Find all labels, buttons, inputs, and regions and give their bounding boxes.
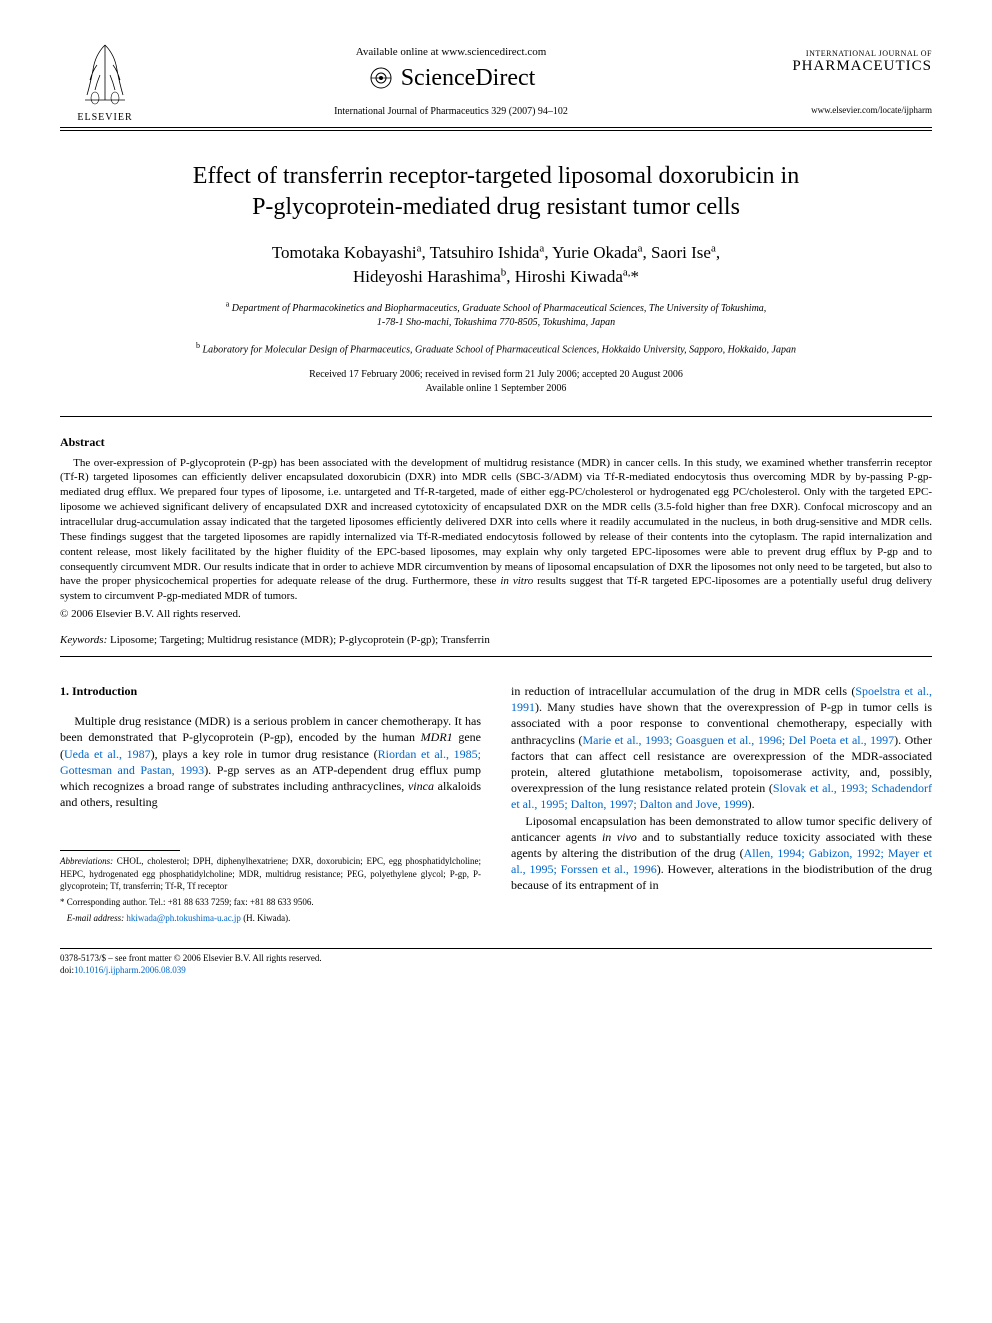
sciencedirect-text: ScienceDirect: [401, 65, 536, 92]
journal-logo-block: INTERNATIONAL JOURNAL OF PHARMACEUTICS w…: [752, 49, 932, 115]
rule-before-abstract: [60, 416, 932, 417]
intro-para-1-cont: in reduction of intracellular accumulati…: [511, 683, 932, 813]
keywords-label: Keywords:: [60, 634, 107, 646]
header-row: ELSEVIER Available online at www.science…: [60, 40, 932, 123]
dates-line-1: Received 17 February 2006; received in r…: [309, 369, 683, 380]
keywords-line: Keywords: Liposome; Targeting; Multidrug…: [60, 634, 932, 646]
journal-citation: International Journal of Pharmaceutics 3…: [150, 106, 752, 117]
doi-label: doi:: [60, 965, 74, 975]
dates-line-2: Available online 1 September 2006: [426, 383, 567, 394]
footnote-abbrev: Abbreviations: CHOL, cholesterol; DPH, d…: [60, 855, 481, 891]
doi-link[interactable]: 10.1016/j.ijpharm.2006.08.039: [74, 965, 186, 975]
affiliation-b: b Laboratory for Molecular Design of Pha…: [60, 340, 932, 357]
copyright-line: © 2006 Elsevier B.V. All rights reserved…: [60, 608, 932, 620]
abbrev-text: CHOL, cholesterol; DPH, diphenylhexatrie…: [60, 856, 481, 890]
column-left: 1. Introduction Multiple drug resistance…: [60, 683, 481, 924]
rule-top: [60, 127, 932, 128]
center-header: Available online at www.sciencedirect.co…: [150, 46, 752, 117]
rule-after-keywords: [60, 656, 932, 657]
footnote-corresponding: * Corresponding author. Tel.: +81 88 633…: [60, 896, 481, 908]
article-dates: Received 17 February 2006; received in r…: [60, 368, 932, 396]
footnote-rule: [60, 850, 180, 851]
rule-bottom: [60, 948, 932, 949]
issn-line: 0378-5173/$ – see front matter © 2006 El…: [60, 953, 322, 963]
intro-para-2: Liposomal encapsulation has been demonst…: [511, 813, 932, 894]
elsevier-tree-icon: [75, 40, 135, 110]
authors: Tomotaka Kobayashia, Tatsuhiro Ishidaa, …: [60, 241, 932, 289]
journal-logo-top: INTERNATIONAL JOURNAL OF: [752, 49, 932, 58]
elsevier-logo-block: ELSEVIER: [60, 40, 150, 123]
sciencedirect-icon: [367, 64, 395, 92]
rule-top-2: [60, 130, 932, 131]
authors-line-1: Tomotaka Kobayashia, Tatsuhiro Ishidaa, …: [272, 243, 720, 262]
email-link[interactable]: hkiwada@ph.tokushima-u.ac.jp: [126, 913, 241, 923]
affiliation-a: a Department of Pharmacokinetics and Bio…: [60, 299, 932, 330]
authors-line-2: Hideyoshi Harashimab, Hiroshi Kiwadaa,*: [353, 267, 639, 286]
title-line-2: P-glycoprotein-mediated drug resistant t…: [252, 194, 740, 220]
intro-para-1: Multiple drug resistance (MDR) is a seri…: [60, 713, 481, 810]
email-label: E-mail address:: [67, 913, 124, 923]
title-line-1: Effect of transferrin receptor-targeted …: [193, 163, 799, 189]
article-title: Effect of transferrin receptor-targeted …: [60, 161, 932, 223]
abbrev-label: Abbreviations:: [60, 856, 113, 866]
bottom-info: 0378-5173/$ – see front matter © 2006 El…: [60, 953, 932, 976]
column-right: in reduction of intracellular accumulati…: [511, 683, 932, 924]
email-person: (H. Kiwada).: [241, 913, 290, 923]
available-online-text: Available online at www.sciencedirect.co…: [150, 46, 752, 58]
intro-heading: 1. Introduction: [60, 683, 481, 699]
elsevier-label: ELSEVIER: [77, 112, 132, 123]
footnote-email: E-mail address: hkiwada@ph.tokushima-u.a…: [60, 912, 481, 924]
sciencedirect-row: ScienceDirect: [150, 64, 752, 92]
abstract-heading: Abstract: [60, 435, 932, 450]
journal-url: www.elsevier.com/locate/ijpharm: [752, 105, 932, 115]
journal-logo-main: PHARMACEUTICS: [752, 58, 932, 75]
keywords-text: Liposome; Targeting; Multidrug resistanc…: [107, 634, 490, 646]
body-columns: 1. Introduction Multiple drug resistance…: [60, 683, 932, 924]
abstract-body: The over-expression of P-glycoprotein (P…: [60, 456, 932, 604]
